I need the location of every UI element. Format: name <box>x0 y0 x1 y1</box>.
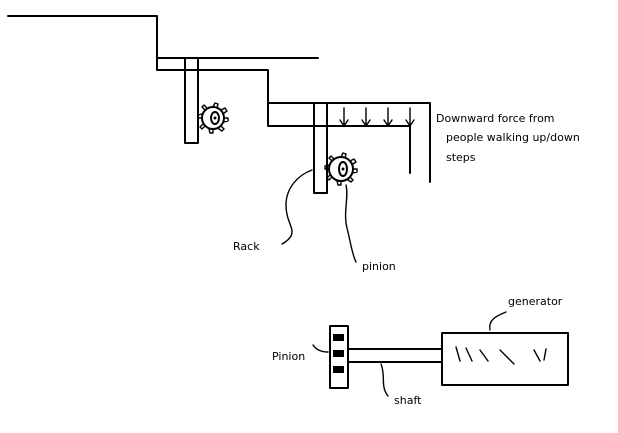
shaft-label: shaft <box>394 394 422 407</box>
shaft-leader-line <box>380 363 389 397</box>
bottom-pinion-label: Pinion <box>272 350 305 363</box>
lower-pinion-gear <box>324 152 358 186</box>
upper-rack <box>184 57 199 144</box>
bottom-pinion <box>329 325 349 389</box>
pinion-leader-line <box>344 184 357 263</box>
bottom-pinion-leader-line <box>312 344 329 353</box>
rack-leader-line <box>281 169 313 245</box>
generator <box>441 332 569 386</box>
force-label-line3: steps <box>446 151 476 164</box>
shaft <box>347 348 443 363</box>
force-label-line2: people walking up/down <box>446 131 580 144</box>
upper-pinion-gear <box>197 102 229 134</box>
generator-leader-line <box>489 311 507 331</box>
rack-label: Rack <box>233 240 260 253</box>
generator-label: generator <box>508 295 563 308</box>
force-arrows <box>339 107 415 127</box>
force-label-line1: Downward force from <box>436 112 555 125</box>
pinion-label: pinion <box>362 260 396 273</box>
staircase <box>7 15 431 183</box>
lower-rack <box>313 102 328 194</box>
